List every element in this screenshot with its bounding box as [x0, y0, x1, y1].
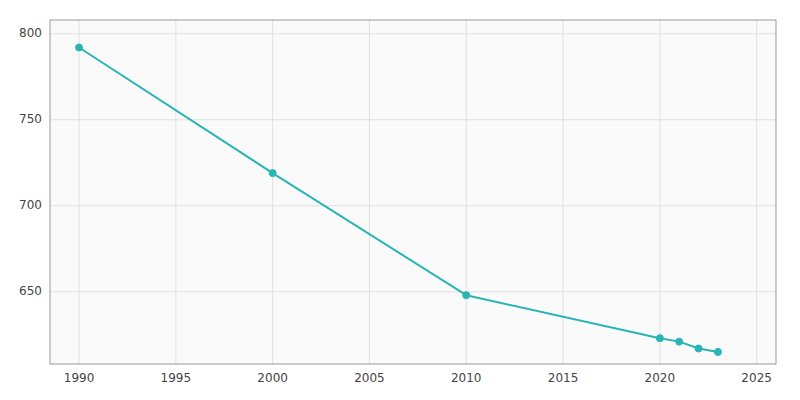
plot-area	[50, 20, 776, 364]
line	[79, 48, 718, 352]
marker	[76, 44, 83, 51]
grid-line	[756, 20, 757, 364]
x-tick-label: 2005	[354, 371, 385, 385]
plot-frame	[50, 20, 776, 364]
marker	[714, 348, 721, 355]
grid-line	[79, 20, 80, 364]
grid	[50, 20, 776, 364]
grid-line	[50, 33, 776, 34]
x-tick-label: 1990	[64, 371, 95, 385]
grid-line	[50, 205, 776, 206]
marker	[656, 335, 663, 342]
x-tick-label: 2020	[645, 371, 676, 385]
y-tick-label: 800	[19, 26, 42, 40]
grid-line	[50, 119, 776, 120]
marker	[269, 170, 276, 177]
grid-line	[272, 20, 273, 364]
marker	[676, 338, 683, 345]
marker	[463, 292, 470, 299]
y-tick-label: 650	[19, 284, 42, 298]
grid-line	[175, 20, 176, 364]
x-tick-label: 1995	[161, 371, 192, 385]
marker	[695, 345, 702, 352]
grid-line	[466, 20, 467, 364]
chart-container: 650 700 750 800 1990 1995 2000 2005 2010 2015 2020…	[0, 0, 800, 400]
axes: 650 700 750 800 1990 1995 2000 2005 2010 2015 2020…	[19, 26, 772, 385]
y-tick-label: 750	[19, 112, 42, 126]
x-tick-label: 2000	[257, 371, 288, 385]
grid-line	[50, 291, 776, 292]
y-tick-label: 700	[19, 198, 42, 212]
grid-line	[369, 20, 370, 364]
grid-line	[563, 20, 564, 364]
x-tick-label: 2010	[451, 371, 482, 385]
x-tick-label: 2025	[741, 371, 772, 385]
chart: 650 700 750 800 1990 1995 2000 2005 2010 2015 2020…	[0, 0, 800, 400]
grid-line	[659, 20, 660, 364]
x-tick-label: 2015	[548, 371, 579, 385]
data-layer	[76, 44, 722, 355]
